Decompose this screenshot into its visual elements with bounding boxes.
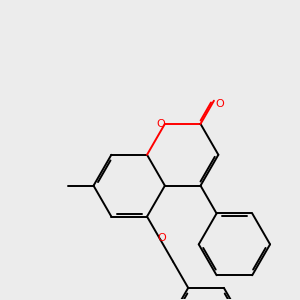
Text: O: O: [156, 119, 165, 129]
Text: O: O: [158, 233, 166, 243]
Text: O: O: [215, 99, 224, 109]
